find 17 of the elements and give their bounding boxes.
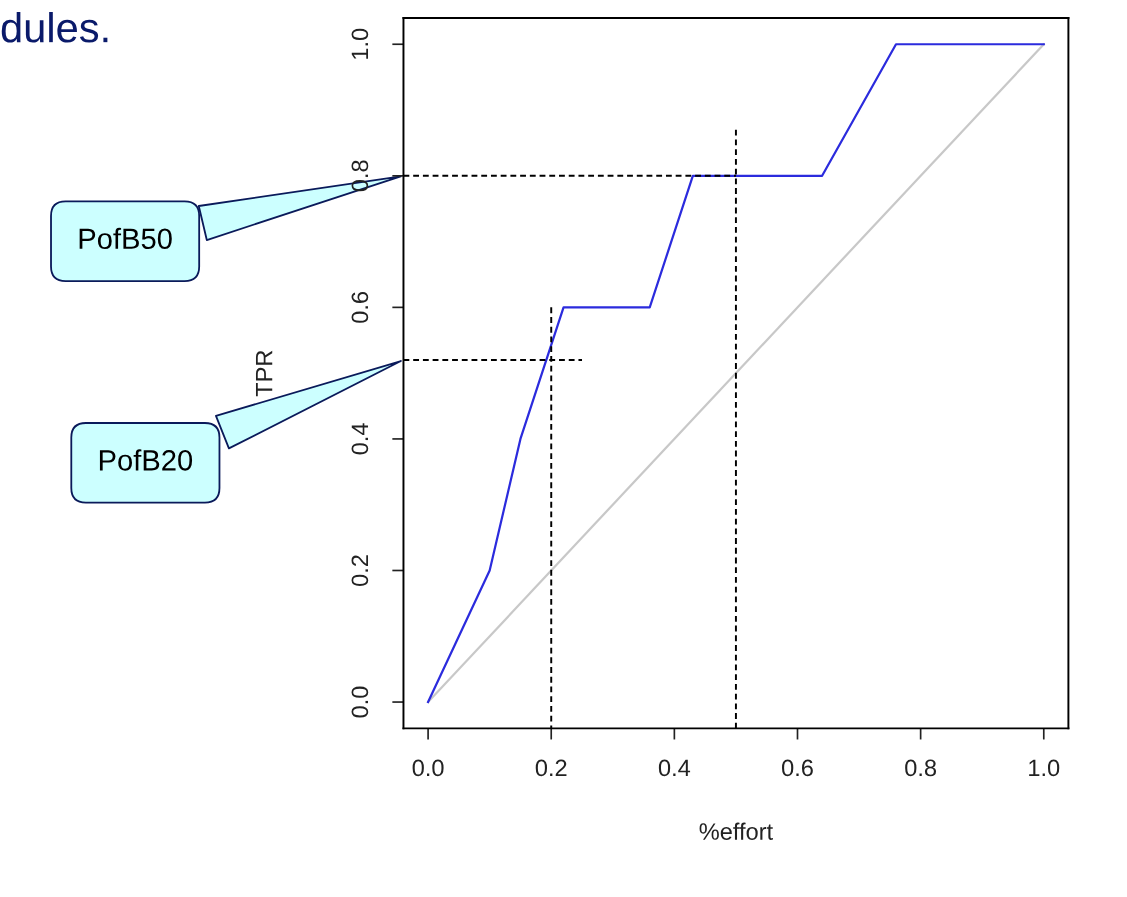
- annotation: PofB20: [99, 449, 193, 471]
- y-tick-label: 0.8: [351, 160, 369, 192]
- x-tick-label: 0.0: [412, 759, 444, 777]
- x-tick-label: 0.4: [658, 759, 691, 777]
- y-tick-label: 1.0: [351, 28, 369, 59]
- x-tick-label: 1.0: [1029, 759, 1060, 777]
- x-tick-label: 0.2: [535, 759, 567, 777]
- text: dules.: [1, 11, 108, 43]
- y-tick-label: 0.6: [351, 292, 369, 323]
- y-axis-title: TPR: [255, 350, 273, 397]
- annotation: PofB50: [79, 227, 172, 250]
- x-axis-title: %effort: [699, 822, 773, 840]
- y-tick-label: 0.0: [351, 686, 369, 718]
- x-tick-label: 0.6: [782, 759, 813, 777]
- y-tick-label: 0.2: [351, 555, 369, 586]
- x-tick-label: 0.8: [905, 759, 937, 777]
- y-tick-label: 0.4: [351, 423, 369, 455]
